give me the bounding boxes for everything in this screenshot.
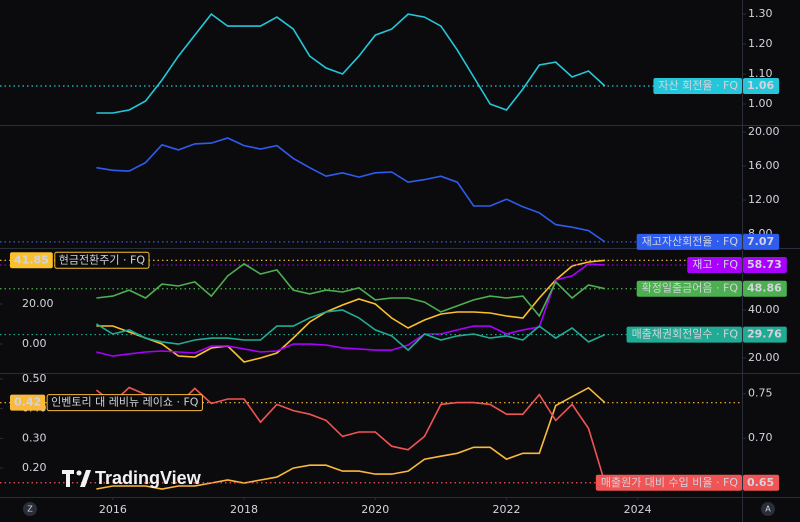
y2-tick-label: 16.00 — [748, 159, 780, 172]
series-name-label: 현금전환주기 · FQ — [59, 253, 146, 266]
x-tick-label: 2022 — [492, 503, 520, 516]
last-value-box — [743, 78, 780, 95]
series-line — [96, 386, 606, 490]
y2-tick-label: 0.70 — [748, 431, 773, 444]
y-tick-label: 20.00 — [22, 297, 54, 310]
series-line — [95, 309, 606, 352]
y-tick-label: 0.00 — [22, 337, 47, 350]
last-value-label: 7.07 — [747, 235, 774, 248]
last-value-label: 41.85 — [14, 253, 49, 266]
series-name-label: 재고자산회전율 · FQ — [642, 235, 739, 248]
last-value-box — [743, 326, 787, 343]
y2-tick-label: 1.30 — [748, 7, 773, 20]
series-line — [96, 12, 606, 114]
last-value-box — [743, 280, 787, 297]
last-value-label: 58.73 — [747, 258, 782, 271]
series-name-box — [636, 280, 742, 297]
y2-tick-label: 20.00 — [748, 351, 780, 364]
logo-stem — [66, 470, 70, 487]
y2-tick-label: 1.00 — [748, 97, 773, 110]
control-button[interactable] — [23, 502, 37, 516]
last-value-label: 1.06 — [747, 79, 774, 92]
watermark-text: TradingView — [95, 468, 202, 488]
y2-tick-label: 1.20 — [748, 37, 773, 50]
last-value-label: 48.86 — [747, 282, 782, 295]
y2-tick-label: 40.00 — [748, 303, 780, 316]
y2-tick-label: 1.10 — [748, 67, 773, 80]
last-value-box — [10, 394, 46, 411]
last-value-label: 0.42 — [14, 396, 41, 409]
series-name-label: 자산 회전율 · FQ — [658, 79, 738, 92]
lines-layer — [0, 12, 742, 490]
watermark: TradingView — [62, 468, 202, 488]
x-tick-label: 2020 — [361, 503, 389, 516]
series-name-label: 매출채권회전일수 · FQ — [632, 327, 739, 341]
series-name-box — [653, 78, 742, 95]
logo-dot — [76, 470, 82, 476]
series-name-label: 확정일출금어음 · FQ — [642, 281, 739, 295]
series-name-box — [595, 474, 742, 491]
y-tick-label: 0.30 — [22, 431, 47, 444]
last-value-box — [743, 233, 780, 250]
control-label[interactable]: A — [765, 505, 771, 514]
series-name-box — [626, 326, 742, 343]
last-value-label: 29.76 — [747, 328, 782, 341]
y2-tick-label: 20.00 — [748, 125, 780, 138]
series-name-label: 인벤토리 대 레비뉴 레이쇼 · FQ — [51, 396, 199, 409]
y-tick-label: 0.50 — [22, 372, 47, 385]
series-line — [96, 259, 605, 363]
y-tick-label: 0.20 — [22, 461, 47, 474]
last-value-box — [743, 257, 787, 274]
last-value-box — [10, 252, 53, 269]
x-tick-label: 2018 — [230, 503, 258, 516]
series-line — [96, 262, 606, 318]
series-line — [96, 137, 606, 243]
last-value-label: 0.65 — [747, 476, 774, 489]
series-name-box — [687, 257, 742, 274]
y2-tick-label: 0.75 — [748, 387, 773, 400]
series-line — [96, 263, 605, 357]
y2-tick-label: 12.00 — [748, 193, 780, 206]
logo-slash — [80, 470, 91, 487]
x-tick-label: 2024 — [624, 503, 652, 516]
control-button[interactable] — [761, 502, 775, 516]
series-name-box — [636, 233, 742, 250]
x-tick-label: 2016 — [99, 503, 127, 516]
series-name-label: 매출원가 대비 수입 비율 · FQ — [601, 476, 739, 489]
controls: Z A — [23, 502, 775, 516]
series-name-box — [54, 251, 150, 269]
last-value-box — [743, 474, 780, 491]
series-name-box — [46, 394, 203, 412]
series-name-label: 재고 · FQ — [692, 258, 738, 271]
control-label[interactable]: Z — [27, 505, 33, 514]
